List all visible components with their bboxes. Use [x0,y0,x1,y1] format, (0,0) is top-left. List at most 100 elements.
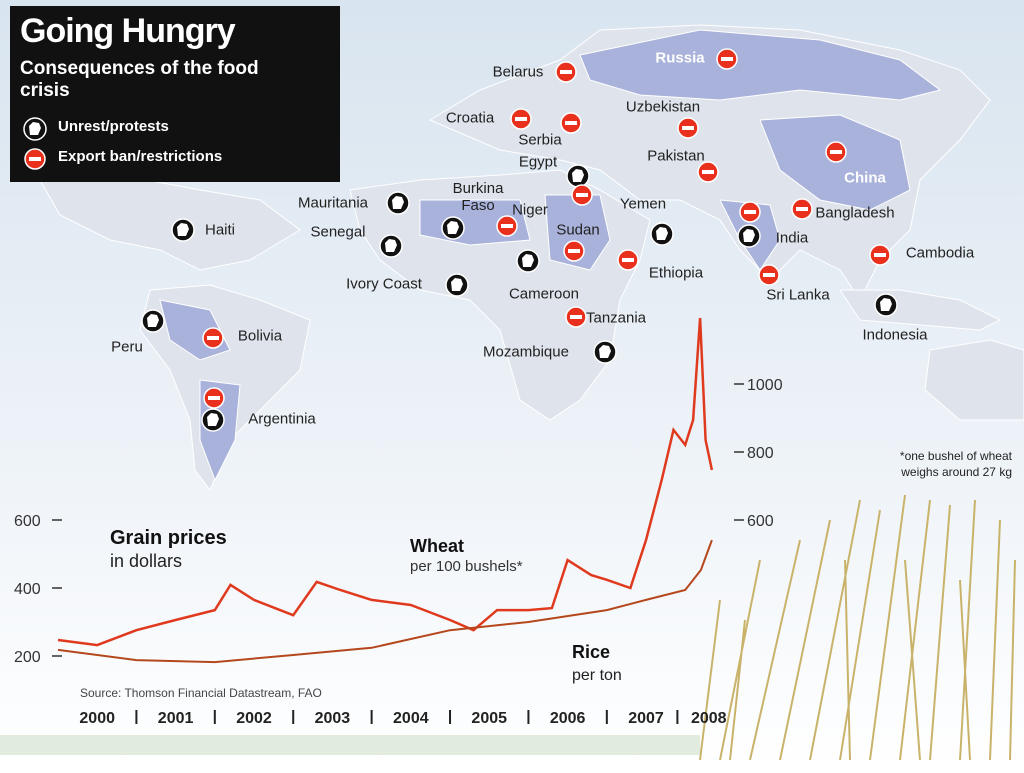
chart-subtitle: in dollars [110,551,182,571]
country-label: China [844,169,886,187]
country-label: Cameroon [508,285,580,303]
y2-tick-label: 800 [747,445,774,462]
ban-bar [576,193,588,197]
series-name: Rice [572,642,610,662]
chart-title: Grain prices [110,527,227,549]
fist [656,227,668,240]
ban-bar [29,157,41,161]
ban-bar [721,57,733,61]
fist [447,221,459,234]
series-line [57,317,714,647]
x-tick-label: 2004 [393,710,429,727]
title: Going Hungry [20,12,236,50]
australia [924,339,1024,421]
x-tick-label: 2005 [471,710,507,727]
ban-bar [565,121,577,125]
x-tick-label: 2008 [691,710,727,727]
ground [0,735,700,755]
fist [177,223,189,236]
legend-icon [23,117,47,141]
country-label: Croatia [445,109,495,127]
legend-icon [24,148,46,170]
ban-bar [702,170,714,174]
series-name: Wheat [410,536,464,556]
ban-bar [568,249,580,253]
fist [880,298,892,311]
country-label: Egypt [518,153,558,171]
series-note: per 100 bushels* [410,558,523,575]
country-label: Mozambique [483,343,569,361]
country-label: Sri Lanka [766,286,830,304]
country-label: Pakistan [647,147,705,165]
series-line [57,539,713,664]
series-note: per ton [572,667,622,684]
y2-tick-label: 1000 [747,377,783,394]
fist [522,254,534,267]
fist [392,196,404,209]
country-label: Ivory Coast [346,275,422,293]
legend-label: Export ban/restrictions [58,148,223,165]
country-label: Cambodia [905,244,975,262]
fist [451,278,463,291]
header: Going Hungry Consequences of the food cr… [10,6,340,182]
ban-bar [682,126,694,130]
country-label: Peru [111,338,143,356]
russia-shape [579,29,942,101]
country-label: Mauritania [297,194,369,212]
x-tick-label: 2003 [315,710,351,727]
country-label: Haiti [204,221,236,239]
ban-bar [501,224,513,228]
ban-bar [208,396,220,400]
country-label: Indonesia [862,326,928,344]
fist [207,413,219,426]
ban-bar [874,253,886,257]
ban-bar [560,70,572,74]
country-label: Belarus [492,63,544,81]
fist [572,169,584,182]
fist [743,229,755,242]
x-tick-label: 2001 [158,710,194,727]
fist [147,314,159,327]
north-america [39,174,301,271]
country-label: Argentinia [248,410,316,428]
x-tick-label: 2000 [79,710,115,727]
ban-bar [830,150,842,154]
country-label: Uzbekistan [625,98,701,116]
country-label: Ethiopia [648,264,704,282]
subtitle: Consequences of the food crisis [20,58,259,101]
ban-bar [744,210,756,214]
country-label: India [775,229,809,247]
country-label: Burkina Faso [452,180,504,214]
y-tick-label: 200 [14,649,41,666]
ban-bar [207,336,219,340]
ban-bar [796,207,808,211]
ban-bar [622,258,634,262]
country-label: Bangladesh [815,204,895,222]
source: Source: Thomson Financial Datastream, FA… [80,686,322,700]
x-tick-label: 2002 [236,710,272,727]
ban-bar [570,315,582,319]
fist [385,239,397,252]
fist [29,122,41,135]
country-markers [141,48,898,432]
country-label: Tanzania [585,309,647,327]
wheat-field [699,494,1016,761]
country-label: Senegal [310,223,366,241]
y2-tick-label: 600 [747,513,774,530]
footnote: *one bushel of wheat weighs around 27 kg [899,449,1012,479]
ban-bar [515,117,527,121]
country-label: Serbia [518,131,562,149]
legend-label: Unrest/protests [58,118,169,135]
country-label: Niger [512,201,548,219]
x-tick-label: 2006 [550,710,586,727]
country-label: Yemen [619,195,667,213]
wheat-stalks [699,494,1016,761]
fist [599,345,611,358]
ban-bar [763,273,775,277]
x-tick-label: 2007 [628,710,664,727]
y-tick-label: 600 [14,513,41,530]
y-tick-label: 400 [14,581,41,598]
